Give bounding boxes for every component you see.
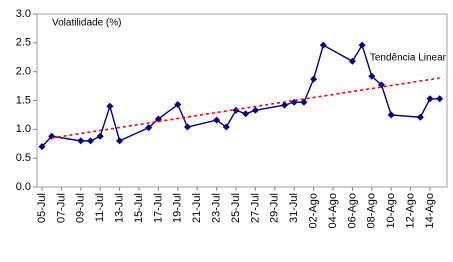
plot-area bbox=[36, 13, 448, 188]
x-tick-label: 04-Ago bbox=[327, 193, 339, 228]
x-tick-label: 06-Ago bbox=[346, 193, 358, 228]
x-tick-label: 10-Ago bbox=[385, 193, 397, 228]
y-tick-label: 2.0 bbox=[16, 66, 31, 78]
point bbox=[77, 137, 85, 145]
y-tick-label: 0.0 bbox=[16, 181, 31, 193]
point bbox=[368, 72, 376, 80]
x-tick-label: 07-Jul bbox=[55, 193, 67, 223]
point bbox=[38, 143, 46, 151]
point bbox=[358, 41, 366, 49]
point bbox=[310, 75, 318, 83]
x-tick-label: 09-Jul bbox=[75, 193, 87, 223]
point bbox=[251, 106, 259, 114]
series-label: Volatilidade (%) bbox=[52, 18, 121, 29]
point bbox=[222, 123, 230, 131]
point bbox=[281, 101, 288, 109]
point bbox=[348, 57, 356, 65]
x-tick-label: 21-Jul bbox=[191, 193, 203, 223]
x-tick-label: 02-Ago bbox=[308, 193, 320, 228]
point bbox=[319, 41, 327, 49]
x-tick-label: 05-Jul bbox=[36, 193, 48, 223]
point bbox=[96, 132, 104, 140]
x-tick-label: 31-Jul bbox=[288, 193, 300, 223]
x-tick-label: 19-Jul bbox=[172, 193, 184, 223]
y-tick-label: 1.0 bbox=[16, 123, 31, 135]
point bbox=[387, 111, 395, 119]
x-tick-label: 27-Jul bbox=[249, 193, 261, 223]
x-tick-label: 29-Jul bbox=[269, 193, 281, 223]
y-tick-label: 0.5 bbox=[16, 152, 31, 164]
x-tick-label: 12-Ago bbox=[405, 193, 417, 228]
x-tick-label: 25-Jul bbox=[230, 193, 242, 223]
x-tick-label: 14-Ago bbox=[424, 193, 436, 228]
point bbox=[145, 124, 153, 132]
x-tick-label: 11-Jul bbox=[94, 193, 106, 222]
y-tick-label: 1.5 bbox=[16, 94, 31, 106]
point bbox=[300, 98, 308, 106]
point bbox=[416, 113, 424, 121]
point bbox=[116, 137, 124, 145]
x-tick-label: 13-Jul bbox=[114, 193, 126, 223]
y-tick-label: 3.0 bbox=[16, 8, 31, 20]
point bbox=[106, 102, 114, 110]
point bbox=[426, 95, 434, 103]
point bbox=[213, 116, 221, 124]
point bbox=[436, 95, 444, 103]
x-tick-label: 15-Jul bbox=[133, 193, 145, 223]
point bbox=[174, 101, 182, 109]
point bbox=[184, 123, 191, 131]
x-tick-label: 23-Jul bbox=[211, 193, 223, 223]
point bbox=[87, 137, 94, 145]
x-tick-label: 08-Ago bbox=[366, 193, 378, 228]
y-tick-label: 2.5 bbox=[16, 37, 31, 49]
x-tick-label: 17-Jul bbox=[152, 193, 164, 223]
point bbox=[242, 110, 250, 118]
series-label: Tendência Linear bbox=[370, 53, 447, 64]
